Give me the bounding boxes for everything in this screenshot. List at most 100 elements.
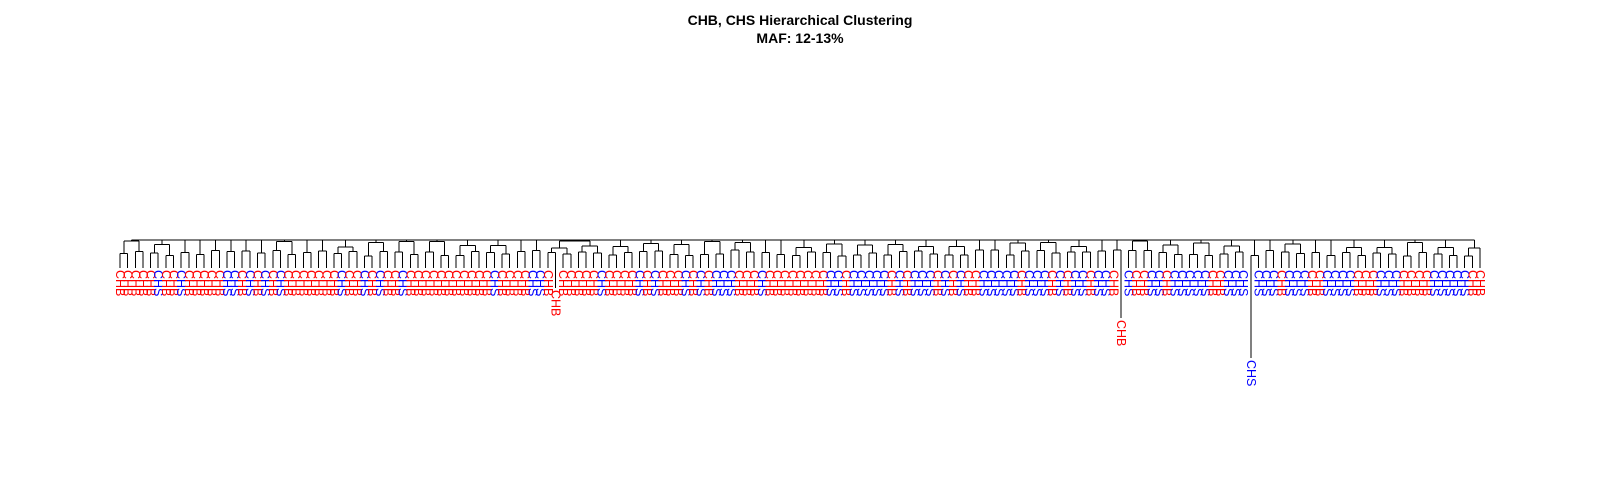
- leaf-label-chb: CHB: [1129, 270, 1143, 296]
- leaf-label-chs: CHS: [846, 270, 860, 296]
- leaf-label-chs: CHS: [1343, 270, 1357, 296]
- leaf-label-chs: CHS: [1152, 270, 1166, 296]
- leaf-label-chb: CHB: [327, 270, 341, 296]
- leaf-label-chb: CHB: [747, 270, 761, 296]
- leaf-label-chb: CHB: [1313, 270, 1327, 296]
- leaf-label-chb: CHB: [1160, 270, 1174, 296]
- leaf-label-chb: CHB: [969, 270, 983, 296]
- leaf-label-chb: CHB: [839, 270, 853, 296]
- leaf-label-chs: CHS: [953, 270, 967, 296]
- leaf-label-chb: CHB: [128, 270, 142, 296]
- leaf-label-chb: CHB: [342, 270, 356, 296]
- leaf-label-chb: CHB: [480, 270, 494, 296]
- leaf-label-chb: CHB: [1358, 270, 1372, 296]
- leaf-label-chb: CHB: [159, 270, 173, 296]
- leaf-label-chb: CHB: [946, 270, 960, 296]
- leaf-label-chb: CHB: [579, 270, 593, 296]
- leaf-label-chs: CHS: [1022, 270, 1036, 296]
- leaf-label-chb: CHB: [885, 270, 899, 296]
- leaf-label-chs: CHS: [151, 270, 165, 296]
- leaf-label-chs: CHS: [1236, 270, 1250, 296]
- leaf-label-chs: CHS: [992, 270, 1006, 296]
- leaf-label-chb: CHB: [1213, 270, 1227, 296]
- leaf-label-chs: CHS: [648, 270, 662, 296]
- leaf-label-chs: CHS: [915, 270, 929, 296]
- leaf-label-chb: CHB: [1366, 270, 1380, 296]
- leaf-label-chs: CHS: [594, 270, 608, 296]
- leaf-label-chb: CHB: [1137, 270, 1151, 296]
- leaf-label-chb: CHB: [808, 270, 822, 296]
- leaf-label-chb: CHB: [388, 270, 402, 296]
- leaf-label-chb: CHB: [266, 270, 280, 296]
- leaf-label-chs: CHS: [877, 270, 891, 296]
- leaf-label-chb: CHB: [312, 270, 326, 296]
- leaf-label-chs: CHS: [1297, 270, 1311, 296]
- leaf-label-chb: CHB: [449, 270, 463, 296]
- leaf-label-chs: CHS: [1229, 270, 1243, 296]
- leaf-label-chs: CHS: [1458, 270, 1472, 296]
- leaf-label-chs: CHS: [1122, 270, 1136, 296]
- leaf-label-chs: CHS: [1282, 270, 1296, 296]
- leaf-label-chb: CHB: [1404, 270, 1418, 296]
- leaf-label-chs: CHS: [724, 270, 738, 296]
- leaf-label-chs: CHS: [1030, 270, 1044, 296]
- leaf-label-chb: CHB: [541, 270, 555, 296]
- leaf-label-chs: CHS: [1144, 270, 1158, 296]
- leaf-label-chs: CHS: [1290, 270, 1304, 296]
- leaf-label-chb: CHB: [556, 270, 570, 296]
- leaf-label-chs: CHS: [1389, 270, 1403, 296]
- leaf-label-chb: CHB: [785, 270, 799, 296]
- leaf-label-chs: CHS: [1328, 270, 1342, 296]
- leaf-label-chs: CHS: [923, 270, 937, 296]
- leaf-label-chb: CHB: [365, 270, 379, 296]
- leaf-label-chs: CHS: [1190, 270, 1204, 296]
- leaf-label-chs: CHS: [1175, 270, 1189, 296]
- leaf-label-chb: CHB: [403, 270, 417, 296]
- leaf-label-chs: CHS: [243, 270, 257, 296]
- leaf-label-chs: CHS: [533, 270, 547, 296]
- leaf-label-chs: CHS: [1244, 360, 1258, 386]
- leaf-label-chb: CHB: [770, 270, 784, 296]
- leaf-label-chb: CHB: [1045, 270, 1059, 296]
- leaf-label-chs: CHS: [1183, 270, 1197, 296]
- leaf-label-chs: CHS: [1435, 270, 1449, 296]
- leaf-label-chb: CHB: [762, 270, 776, 296]
- leaf-label-chs: CHS: [709, 270, 723, 296]
- leaf-label-chb: CHB: [350, 270, 364, 296]
- leaf-label-chs: CHS: [335, 270, 349, 296]
- leaf-label-chb: CHB: [503, 270, 517, 296]
- leaf-label-chb: CHB: [931, 270, 945, 296]
- leaf-label-chs: CHS: [717, 270, 731, 296]
- leaf-label-chb: CHB: [495, 270, 509, 296]
- leaf-label-chb: CHB: [602, 270, 616, 296]
- leaf-label-chb: CHB: [655, 270, 669, 296]
- leaf-label-chs: CHS: [831, 270, 845, 296]
- leaf-label-chb: CHB: [1397, 270, 1411, 296]
- leaf-label-chb: CHB: [1473, 270, 1487, 296]
- leaf-label-chb: CHB: [801, 270, 815, 296]
- leaf-label-chs: CHS: [1335, 270, 1349, 296]
- leaf-label-chb: CHB: [663, 270, 677, 296]
- leaf-label-chb: CHB: [205, 270, 219, 296]
- leaf-label-chs: CHS: [228, 270, 242, 296]
- leaf-label-chb: CHB: [510, 270, 524, 296]
- leaf-label-chb: CHB: [1083, 270, 1097, 296]
- leaf-label-chb: CHB: [235, 270, 249, 296]
- leaf-label-chs: CHS: [357, 270, 371, 296]
- leaf-label-chb: CHB: [289, 270, 303, 296]
- leaf-label-chs: CHS: [1198, 270, 1212, 296]
- leaf-label-chs: CHS: [1037, 270, 1051, 296]
- leaf-label-chb: CHB: [426, 270, 440, 296]
- leaf-label-chb: CHB: [1106, 270, 1120, 296]
- leaf-label-chb: CHB: [197, 270, 211, 296]
- leaf-label-chs: CHS: [1251, 270, 1265, 296]
- dendrogram-branches: [119, 239, 1481, 358]
- leaf-label-chs: CHS: [999, 270, 1013, 296]
- leaf-label-chb: CHB: [701, 270, 715, 296]
- leaf-label-chb: CHB: [319, 270, 333, 296]
- leaf-label-chb: CHB: [617, 270, 631, 296]
- leaf-label-chs: CHS: [258, 270, 272, 296]
- leaf-label-chb: CHB: [640, 270, 654, 296]
- leaf-label-chb: CHB: [1206, 270, 1220, 296]
- leaf-label-chs: CHS: [1259, 270, 1273, 296]
